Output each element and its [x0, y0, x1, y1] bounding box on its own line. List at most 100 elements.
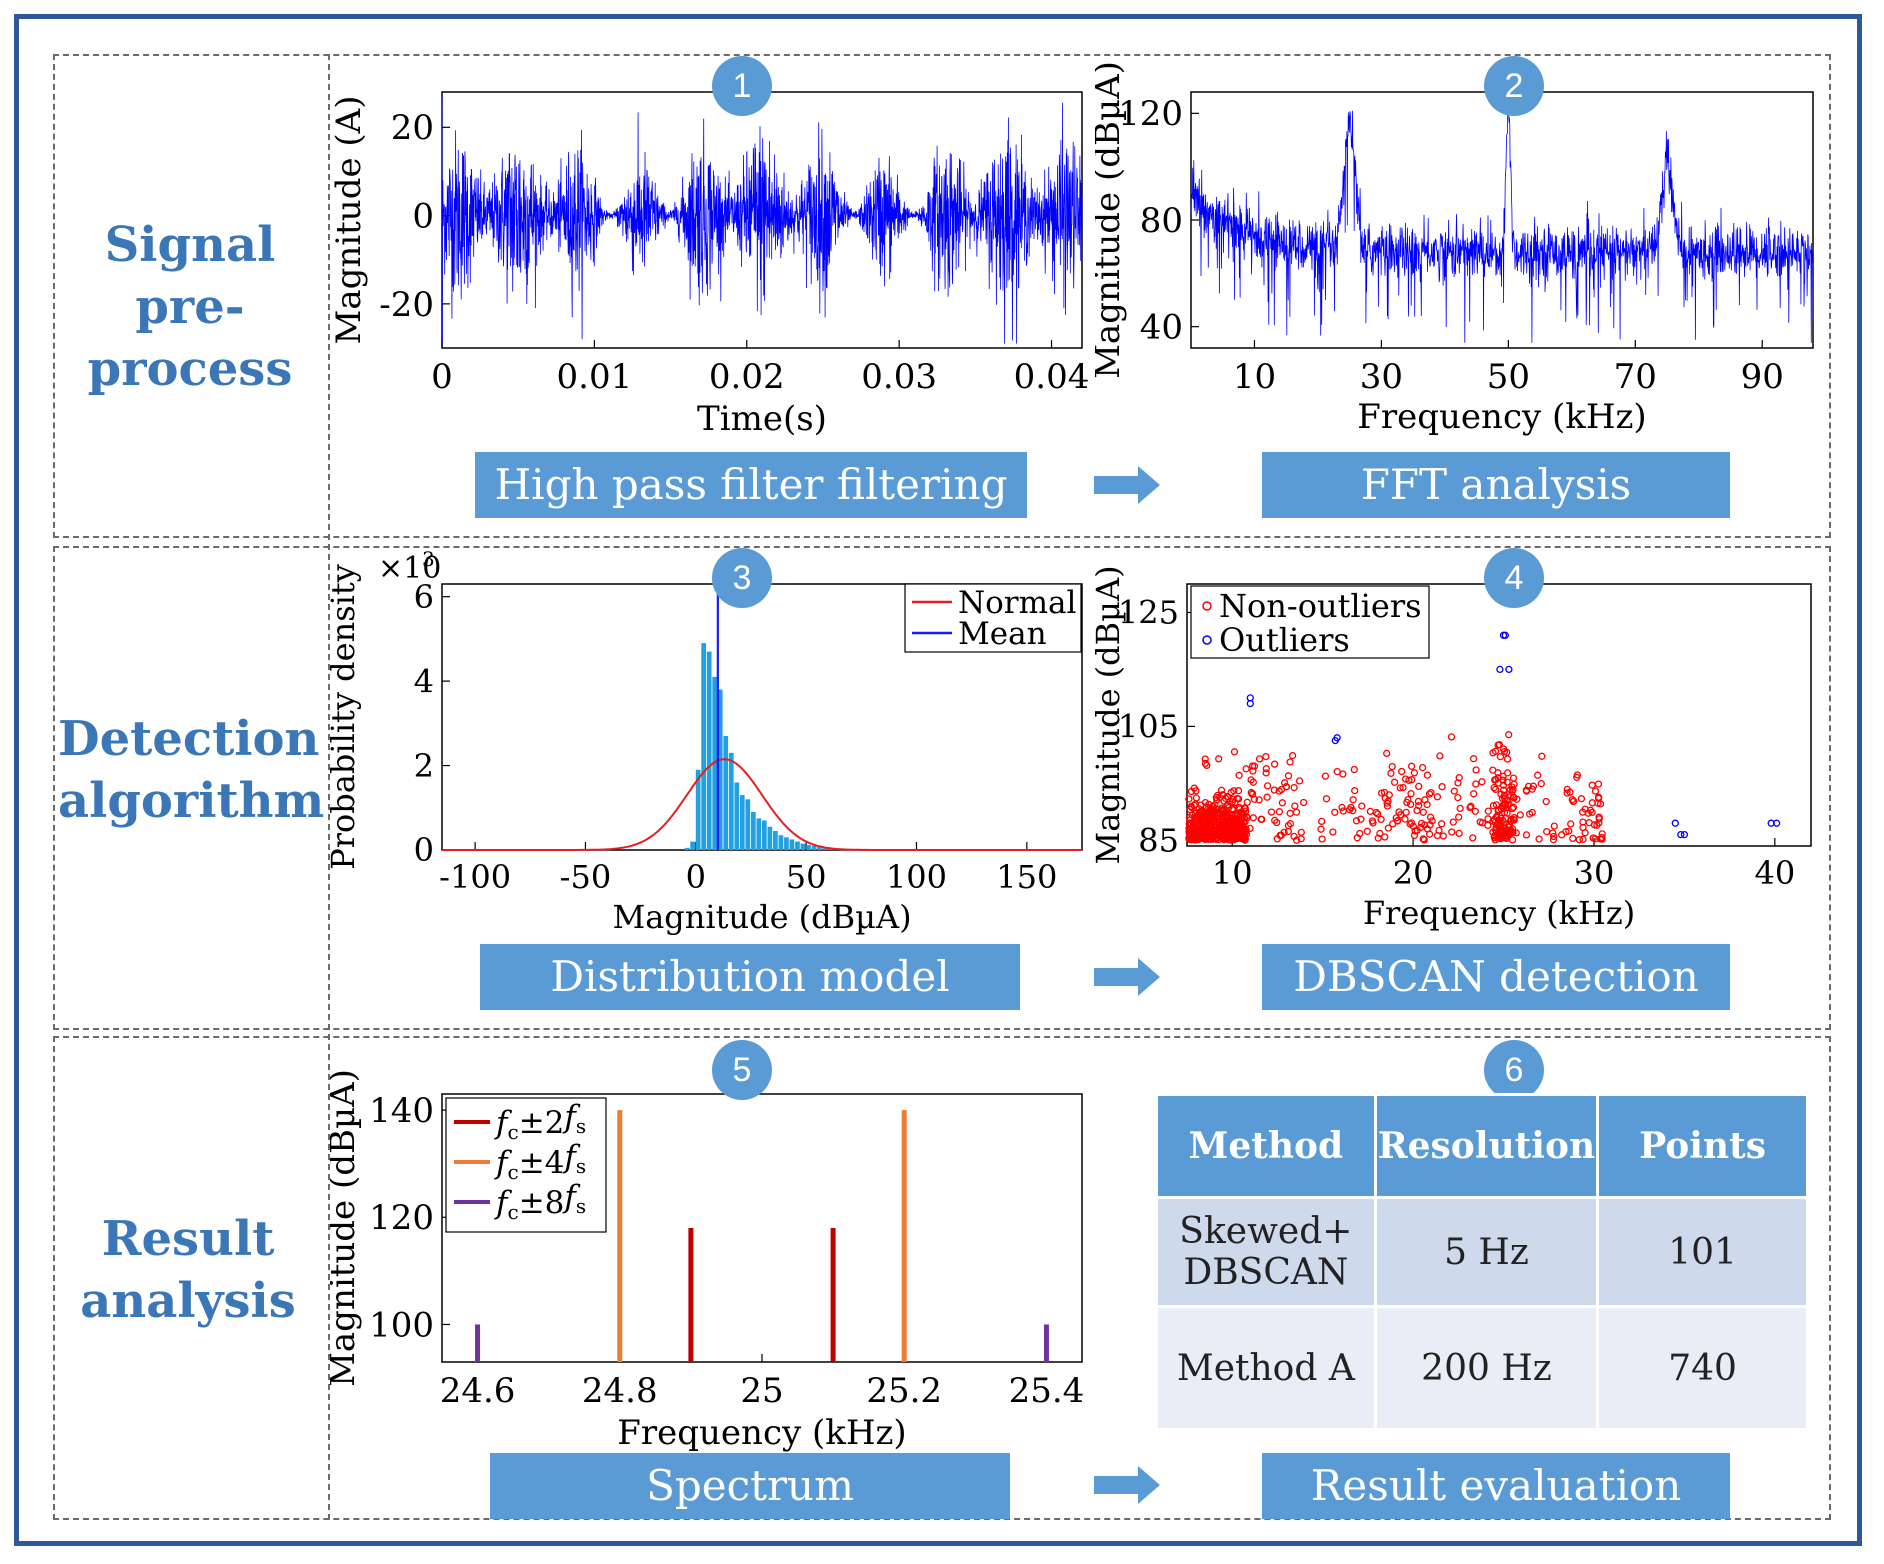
x-tick-label: 25.2: [866, 1371, 942, 1411]
non-outlier-point: [1414, 797, 1423, 806]
non-outlier-point: [1247, 788, 1255, 797]
non-outlier-point: [1383, 749, 1391, 758]
non-outlier-point: [1455, 813, 1463, 821]
non-outlier-point: [1490, 784, 1498, 792]
non-outlier-point: [1407, 819, 1416, 827]
histogram-bar: [784, 837, 789, 850]
non-outlier-point: [1410, 769, 1419, 777]
step-spectrum: Spectrum: [490, 1453, 1010, 1519]
non-outlier-point: [1591, 787, 1600, 795]
stage-label-line: analysis: [80, 1273, 296, 1329]
non-outlier-point: [1224, 813, 1232, 822]
non-outlier-point: [1594, 780, 1603, 788]
non-outlier-point: [1579, 835, 1587, 844]
non-outlier-point: [1190, 784, 1198, 792]
legend-label-part: c: [507, 1200, 518, 1224]
non-outlier-point: [1369, 819, 1377, 827]
non-outlier-point: [1331, 808, 1339, 816]
non-outlier-point: [1383, 799, 1391, 807]
non-outlier-point: [1537, 779, 1545, 788]
non-outlier-point: [1392, 814, 1400, 822]
non-outlier-point: [1277, 785, 1286, 794]
non-outlier-point: [1185, 795, 1193, 803]
non-outlier-point: [1206, 812, 1214, 820]
non-outlier-point: [1538, 752, 1546, 760]
non-outlier-point: [1218, 791, 1227, 799]
step-number-badge: 2: [1484, 56, 1544, 116]
non-outlier-point: [1550, 832, 1558, 841]
non-outlier-point: [1405, 776, 1413, 784]
step-distribution-model: Distribution model: [480, 944, 1020, 1010]
x-axis-label: Frequency (kHz): [617, 1413, 906, 1452]
non-outlier-point: [1243, 798, 1251, 806]
non-outlier-point: [1503, 755, 1512, 763]
x-tick-label: 0: [686, 858, 706, 896]
non-outlier-point: [1438, 783, 1446, 791]
x-tick-label: 0.01: [557, 357, 633, 397]
cell-method: Method A: [1155, 1305, 1377, 1431]
non-outlier-point: [1425, 790, 1434, 798]
outlier-point: [1505, 665, 1513, 674]
non-outlier-point: [1596, 835, 1605, 843]
non-outlier-point: [1280, 779, 1289, 787]
arrow-right-icon: [1094, 466, 1160, 504]
non-outlier-point: [1466, 803, 1474, 812]
non-outlier-point: [1407, 762, 1416, 770]
non-outlier-point: [1508, 804, 1517, 813]
non-outlier-point: [1350, 765, 1358, 774]
x-tick-label: 24.8: [582, 1371, 658, 1411]
non-outlier-point: [1503, 809, 1511, 817]
non-outlier-point: [1495, 740, 1504, 749]
non-outlier-point: [1503, 778, 1511, 786]
non-outlier-point: [1255, 796, 1263, 804]
non-outlier-point: [1258, 815, 1266, 824]
non-outlier-point: [1192, 794, 1201, 802]
non-outlier-point: [1508, 825, 1517, 833]
histogram-bar: [822, 847, 828, 850]
histogram-bar: [750, 812, 756, 850]
non-outlier-point: [1201, 755, 1209, 763]
non-outlier-point: [1501, 826, 1509, 835]
non-outlier-point: [1262, 769, 1270, 777]
non-outlier-point: [1235, 771, 1243, 779]
non-outlier-point: [1224, 818, 1233, 827]
x-tick-label: 10: [1212, 854, 1253, 892]
y-axis-label: Magnitude (dBµA): [1095, 61, 1128, 379]
non-outlier-point: [1356, 829, 1364, 838]
y-tick-label: 6: [414, 578, 434, 616]
legend-label: fc±2fs: [494, 1099, 586, 1144]
cell-method: Skewed+ DBSCAN: [1155, 1196, 1377, 1308]
non-outlier-point: [1195, 805, 1203, 813]
non-outlier-point: [1317, 825, 1325, 833]
non-outlier-point: [1478, 778, 1486, 786]
non-outlier-point: [1284, 772, 1293, 780]
non-outlier-point: [1297, 828, 1305, 837]
histogram-bar: [773, 831, 778, 850]
non-outlier-point: [1263, 782, 1272, 790]
step-fft-analysis: FFT analysis: [1262, 452, 1730, 518]
x-tick-label: 0.04: [1014, 357, 1090, 397]
y-tick-label: 0: [414, 831, 434, 869]
non-outlier-point: [1318, 817, 1326, 826]
x-tick-label: 90: [1741, 357, 1784, 397]
non-outlier-point: [1385, 791, 1393, 799]
non-outlier-point: [1449, 818, 1457, 826]
non-outlier-point: [1271, 816, 1279, 825]
non-outlier-point: [1415, 782, 1423, 791]
non-outlier-point: [1550, 822, 1558, 830]
stage-label-line: Result: [101, 1211, 275, 1267]
histogram-bar: [723, 736, 729, 850]
non-outlier-point: [1187, 803, 1196, 812]
histogram-bar: [800, 843, 806, 850]
non-outlier-point: [1215, 820, 1223, 828]
non-outlier-point: [1339, 770, 1347, 778]
non-outlier-point: [1575, 836, 1583, 844]
non-outlier-point: [1363, 827, 1371, 835]
non-outlier-point: [1217, 804, 1226, 812]
non-outlier-point: [1329, 828, 1337, 836]
non-outlier-point: [1214, 835, 1223, 844]
x-tick-label: 50: [786, 858, 827, 896]
non-outlier-point: [1286, 758, 1294, 766]
legend-label-part: ±2: [519, 1105, 565, 1141]
arrow-right-icon: [1094, 1466, 1160, 1504]
